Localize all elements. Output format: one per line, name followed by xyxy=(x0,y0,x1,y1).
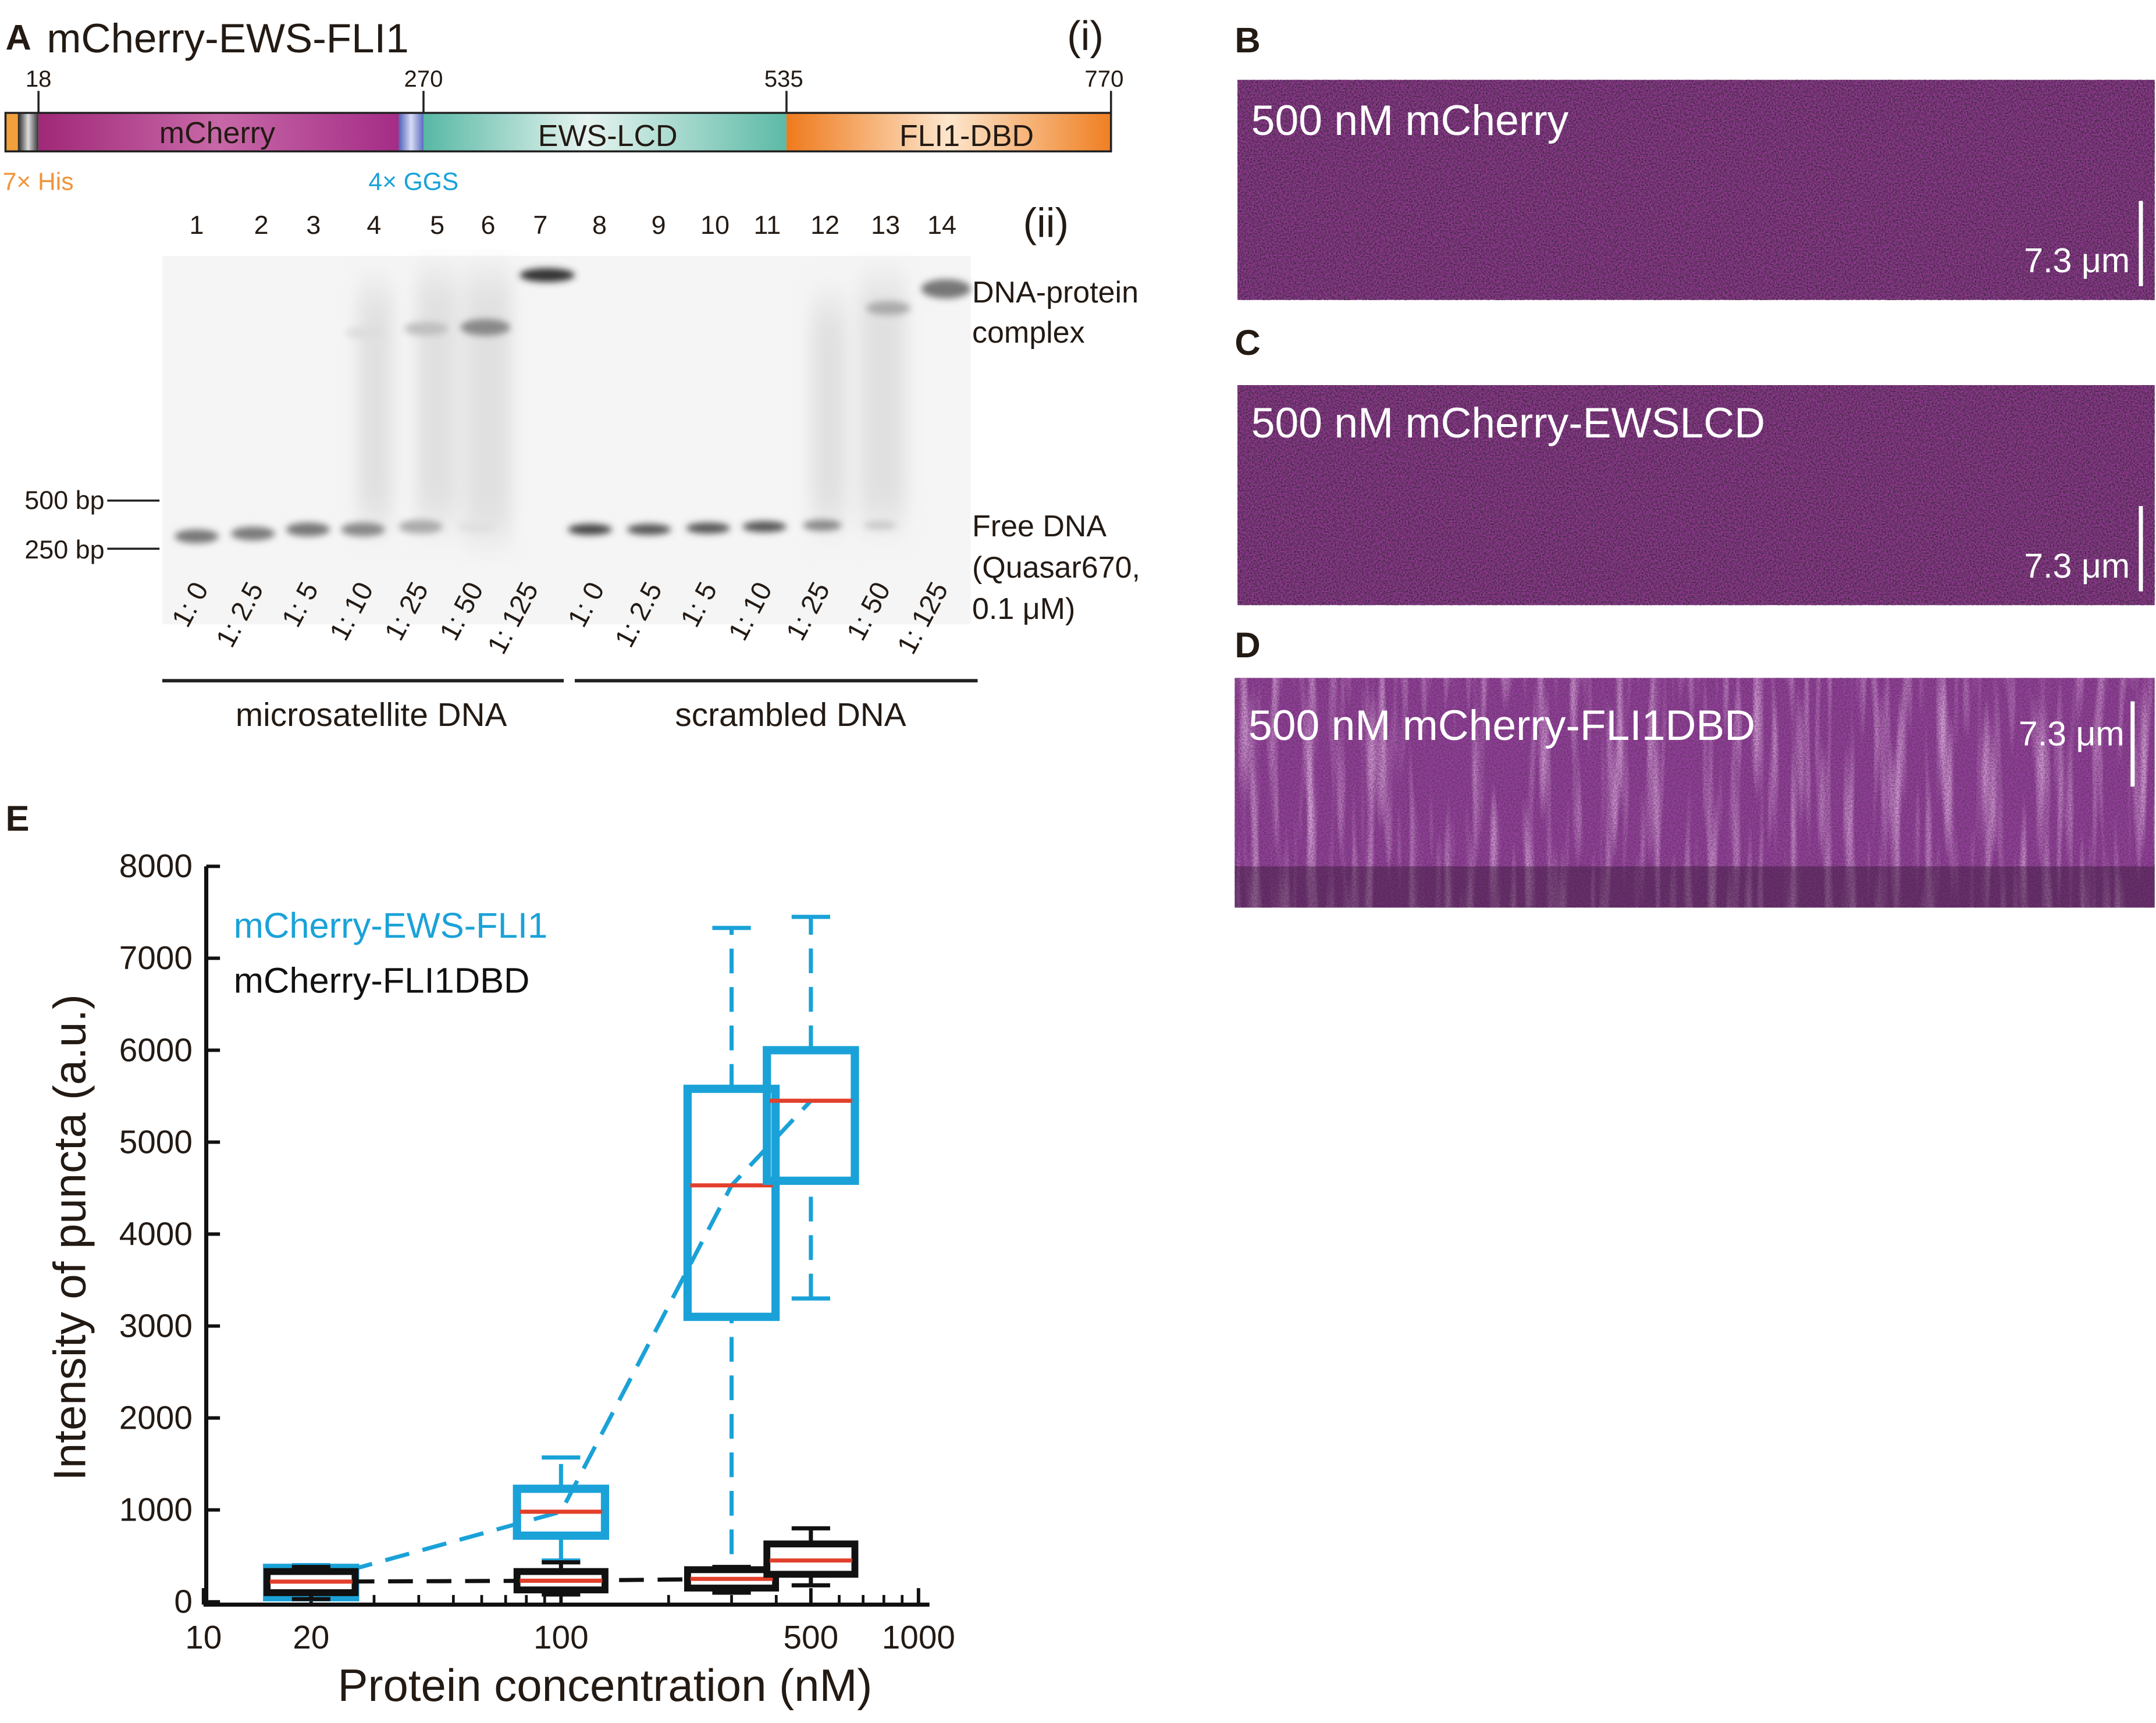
x-tick-label: 100 xyxy=(533,1619,589,1656)
image-caption: 500 nM mCherry-EWSLCD xyxy=(1251,399,1765,447)
marker-label: 250 bp xyxy=(24,535,104,564)
y-axis-label: Intensity of puncta (a.u.) xyxy=(44,994,95,1481)
legend-entry: mCherry-FLI1DBD xyxy=(234,961,530,1001)
band-label: DNA-protein xyxy=(972,276,1139,309)
panel-label: A xyxy=(5,17,31,58)
domain-label: EWS-LCD xyxy=(538,119,678,153)
y-tick-label: 7000 xyxy=(119,940,193,977)
lane-number: 13 xyxy=(871,210,900,240)
x-tick-label: 1000 xyxy=(882,1619,955,1656)
x-tick-label: 500 xyxy=(784,1619,839,1656)
lane-number: 12 xyxy=(810,210,839,240)
band-label: 0.1 μM) xyxy=(972,592,1075,626)
part-label: (ii) xyxy=(1023,200,1069,246)
scale-bar-label: 7.3 μm xyxy=(2019,714,2125,753)
tag-label: 7× His xyxy=(3,168,74,195)
part-label: (i) xyxy=(1067,13,1104,59)
lane-number: 3 xyxy=(306,210,321,240)
y-tick-label: 1000 xyxy=(119,1492,193,1529)
scale-bar-label: 7.3 μm xyxy=(2024,547,2130,585)
y-tick-label: 6000 xyxy=(119,1032,193,1069)
scale-bar-label: 7.3 μm xyxy=(2024,241,2130,280)
domain-label: FLI1-DBD xyxy=(899,119,1034,153)
domain-bar xyxy=(4,91,1112,153)
micrograph xyxy=(1237,80,2155,300)
lane-number: 8 xyxy=(592,210,607,240)
y-tick-label: 0 xyxy=(174,1584,193,1621)
box xyxy=(683,1084,780,1321)
residue-label: 18 xyxy=(26,66,52,92)
lane-number: 14 xyxy=(927,210,956,240)
lane-number: 5 xyxy=(430,210,444,240)
lane-number: 11 xyxy=(754,210,781,240)
lane-number: 10 xyxy=(700,210,730,240)
residue-label: 535 xyxy=(764,66,803,92)
gel-image xyxy=(107,255,978,683)
band-label: Free DNA xyxy=(972,510,1107,543)
tag-label: 4× GGS xyxy=(368,168,458,195)
y-tick-label: 2000 xyxy=(119,1400,193,1437)
image-caption: 500 nM mCherry xyxy=(1251,97,1569,144)
lane-number: 2 xyxy=(254,210,269,240)
y-tick-label: 4000 xyxy=(119,1216,193,1252)
box-plot: 0 1000 2000 3000 4000 5000 6000 7000 8000 10 20 100… xyxy=(119,848,955,1656)
panel-label: B xyxy=(1234,20,1260,60)
box xyxy=(763,1046,859,1185)
legend-entry: mCherry-EWS-FLI1 xyxy=(234,906,547,946)
group-label: scrambled DNA xyxy=(675,697,906,734)
construct-title: mCherry-EWS-FLI1 xyxy=(47,16,408,62)
lane-number: 4 xyxy=(367,210,381,240)
residue-label: 270 xyxy=(404,66,443,92)
y-tick-label: 8000 xyxy=(119,848,193,885)
lane-numbers: 1 2 3 4 5 6 7 8 9 10 11 12 13 14 xyxy=(189,210,956,240)
lane-number: 1 xyxy=(189,210,204,240)
image-caption: 500 nM mCherry-FLI1DBD xyxy=(1248,702,1755,749)
group-label: microsatellite DNA xyxy=(236,697,507,734)
y-tick-label: 5000 xyxy=(119,1124,193,1160)
trend-line xyxy=(311,1558,812,1584)
domain-label: mCherry xyxy=(159,116,275,150)
lane-number: 7 xyxy=(533,210,547,240)
panel-label: E xyxy=(5,799,29,839)
lane-number: 6 xyxy=(481,210,496,240)
trend-line xyxy=(310,1099,813,1583)
micrograph xyxy=(1234,678,2155,908)
panel-label: D xyxy=(1234,625,1260,665)
x-axis-label: Protein concentration (nM) xyxy=(337,1660,872,1711)
panel-label: C xyxy=(1234,323,1260,363)
box xyxy=(513,1485,610,1540)
y-tick-label: 3000 xyxy=(119,1308,193,1344)
x-tick-label: 10 xyxy=(185,1619,222,1656)
band-label: complex xyxy=(972,316,1085,350)
micrograph xyxy=(1237,385,2155,606)
x-tick-label: 20 xyxy=(293,1619,329,1656)
band-label: (Quasar670, xyxy=(972,551,1140,585)
lane-number: 9 xyxy=(652,210,666,240)
marker-label: 500 bp xyxy=(24,485,104,515)
residue-label: 770 xyxy=(1084,66,1123,92)
